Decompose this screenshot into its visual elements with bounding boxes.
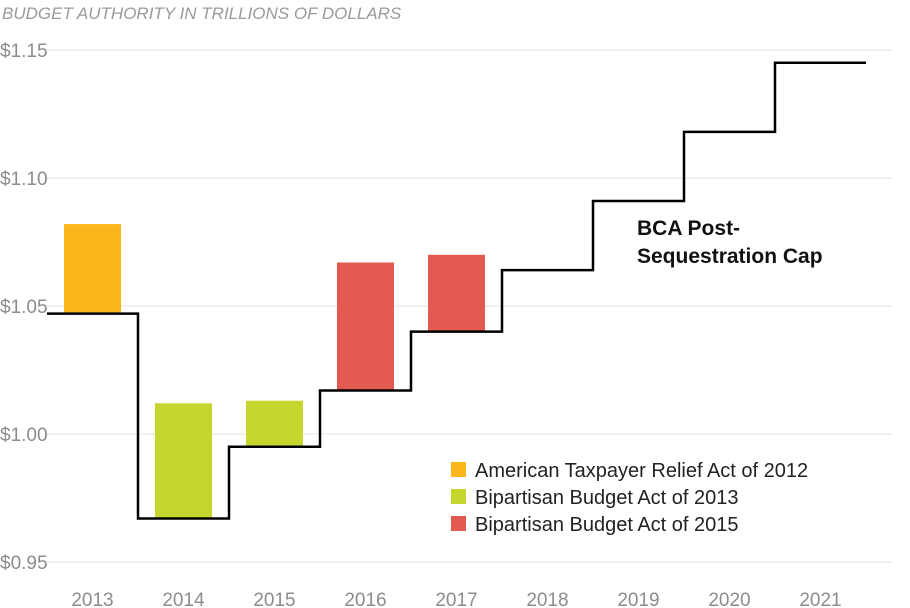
legend-label: Bipartisan Budget Act of 2013	[475, 487, 739, 509]
x-tick-label: 2020	[708, 590, 750, 608]
legend-label: American Taxpayer Relief Act of 2012	[475, 460, 808, 482]
legend-swatch	[451, 489, 466, 504]
x-tick-label: 2015	[253, 590, 295, 608]
x-tick-label: 2021	[799, 590, 841, 608]
bar	[155, 403, 212, 519]
bar	[337, 262, 394, 391]
y-tick-label: $1.15	[0, 41, 48, 62]
bar	[64, 224, 121, 314]
y-tick-label: $1.00	[0, 425, 48, 446]
x-tick-label: 2013	[71, 590, 113, 608]
x-tick-label: 2019	[617, 590, 659, 608]
x-tick-label: 2016	[344, 590, 386, 608]
x-tick-label: 2017	[435, 590, 477, 608]
cap-annotation-line2: Sequestration Cap	[637, 245, 823, 268]
legend-swatch	[451, 516, 466, 531]
bar	[246, 400, 303, 447]
chart-title: BUDGET AUTHORITY IN TRILLIONS OF DOLLARS	[2, 4, 402, 23]
x-tick-label: 2018	[526, 590, 568, 608]
y-tick-label: $1.05	[0, 297, 48, 318]
legend-label: Bipartisan Budget Act of 2015	[475, 514, 739, 536]
cap-step-line	[47, 61, 866, 520]
cap-annotation-line1: BCA Post-	[637, 217, 740, 240]
y-tick-label: $1.10	[0, 169, 48, 190]
y-tick-label: $0.95	[0, 553, 48, 574]
x-tick-label: 2014	[162, 590, 205, 608]
bar	[428, 254, 485, 332]
legend-swatch	[451, 462, 466, 477]
